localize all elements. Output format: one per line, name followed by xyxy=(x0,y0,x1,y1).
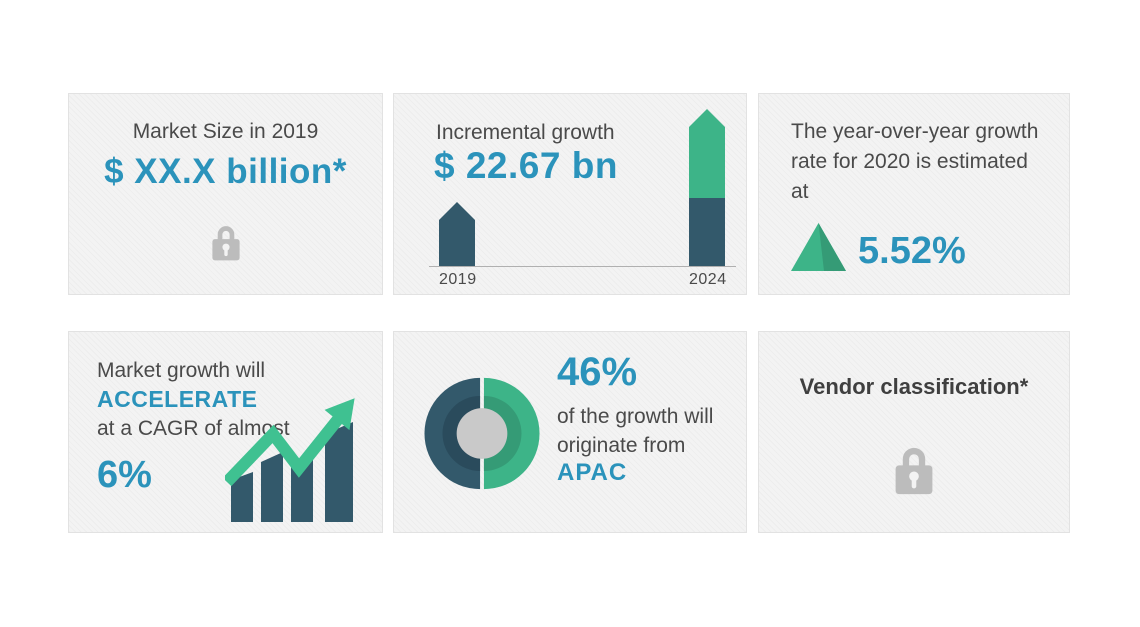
growth-arrow-chart-icon xyxy=(222,382,377,527)
apac-value: 46% xyxy=(557,350,638,394)
market-size-title: Market Size in 2019 xyxy=(132,120,319,143)
panel-yoy-growth: The year-over-year growth rate for 2020 … xyxy=(758,93,1070,295)
bar-year-label: 2024 xyxy=(689,271,727,288)
lock-icon xyxy=(891,442,937,503)
panel-incremental-growth: Incremental growth $ 22.67 bn 2019 2024 xyxy=(393,93,747,295)
panel-market-size: Market Size in 2019 $ XX.X billion* xyxy=(68,93,383,295)
incremental-growth-value: $ 22.67 bn xyxy=(434,145,618,186)
bar-year-label: 2019 xyxy=(439,271,477,288)
yoy-text: The year-over-year growth rate for 2020 … xyxy=(791,120,1039,203)
donut-chart xyxy=(423,375,541,497)
market-growth-text: Market growth will ACCELERATE at a CAGR … xyxy=(97,356,290,443)
panel-market-growth: Market growth will ACCELERATE at a CAGR … xyxy=(68,331,383,533)
market-size-value: $ XX.X billion* xyxy=(104,152,347,191)
bar-2019 xyxy=(439,202,475,266)
yoy-value: 5.52% xyxy=(858,230,966,272)
bar-2024 xyxy=(689,109,725,266)
incremental-growth-title: Incremental growth xyxy=(436,121,615,144)
panel-apac-growth: 46% of the growth will originate from AP… xyxy=(393,331,747,533)
market-growth-line1: Market growth will xyxy=(97,359,266,382)
apac-text: of the growth will originate from xyxy=(557,405,714,457)
chart-baseline xyxy=(429,266,736,267)
market-growth-highlight: ACCELERATE xyxy=(97,386,258,412)
vendor-title: Vendor classification* xyxy=(799,374,1029,399)
apac-region: APAC xyxy=(557,459,628,486)
incremental-growth-chart: 2019 2024 xyxy=(394,94,746,294)
panel-vendor-classification: Vendor classification* xyxy=(758,331,1070,533)
triangle-up-icon xyxy=(791,223,846,276)
lock-icon xyxy=(209,222,243,268)
market-growth-line3: at a CAGR of almost xyxy=(97,417,290,440)
cagr-value: 6% xyxy=(97,454,152,496)
